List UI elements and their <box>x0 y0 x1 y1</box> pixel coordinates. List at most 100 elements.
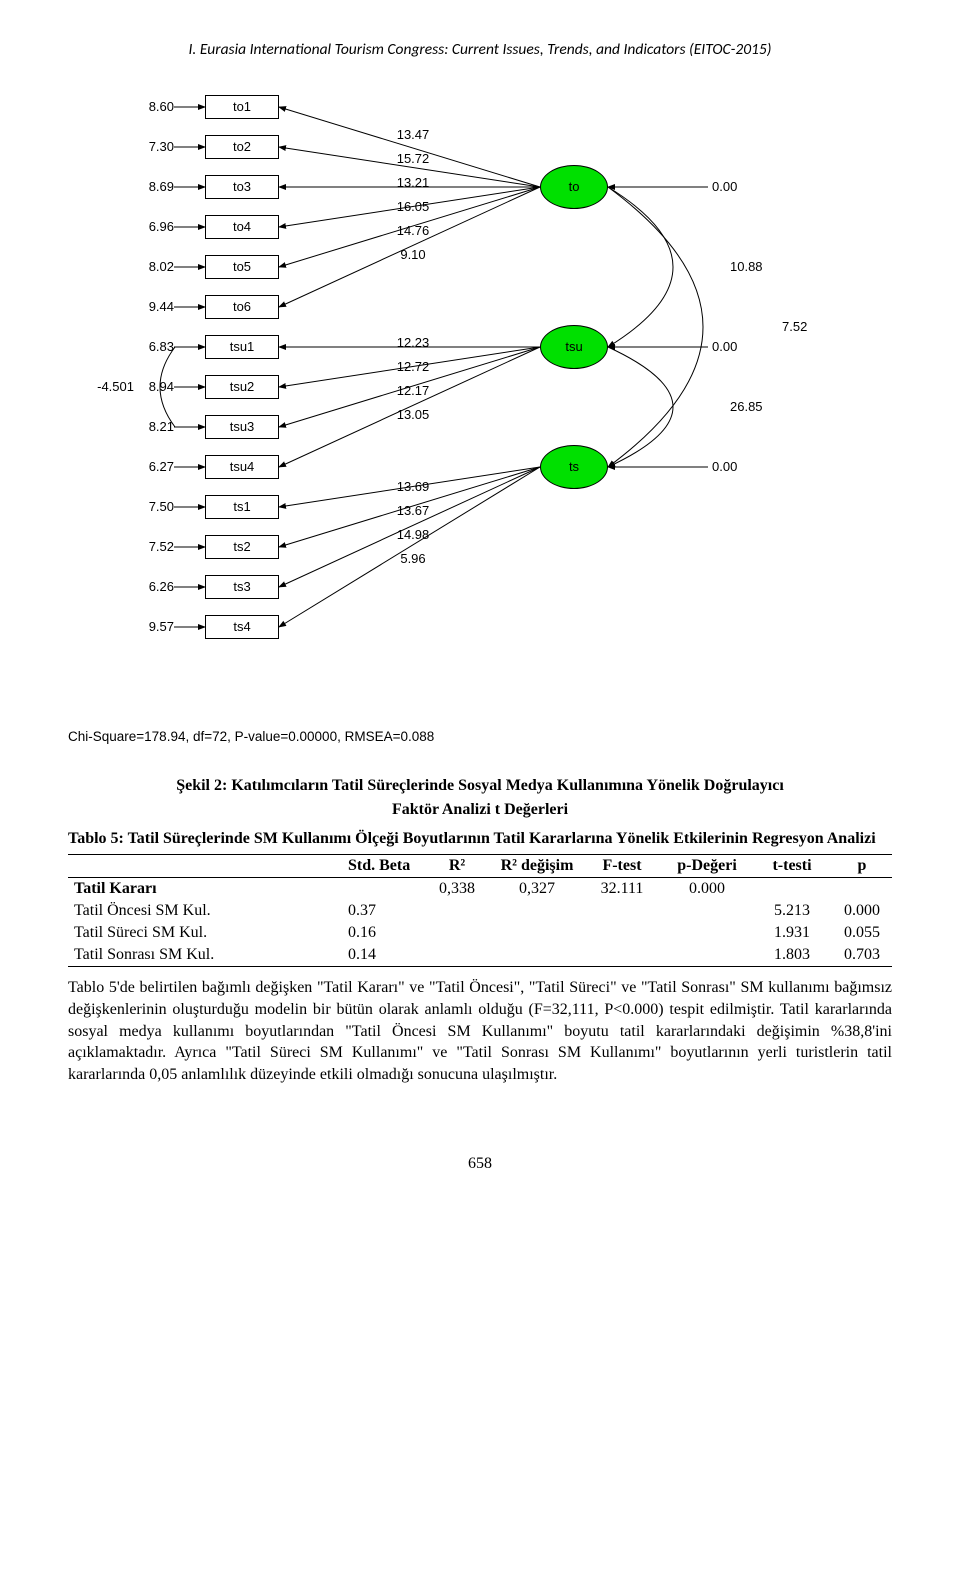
err-tsu4: 6.27 <box>118 459 174 474</box>
row-beta: 0.14 <box>342 944 422 967</box>
diagram-svg <box>70 89 890 719</box>
table-row: Tatil Kararı 0,3380,32732.1110.000 <box>68 878 892 901</box>
latent-tsu: tsu <box>540 325 608 369</box>
load-to2: 15.72 <box>388 151 438 166</box>
table-title-text: Tablo 5: Tatil Süreçlerinde SM Kullanımı… <box>68 830 876 847</box>
table-row: Tatil Süreci SM Kul.0.16 1.9310.055 <box>68 922 892 944</box>
conference-header: I. Eurasia International Tourism Congres… <box>68 40 892 59</box>
row-pval: 0.000 <box>662 878 752 901</box>
latent-err-tsu: 0.00 <box>712 339 737 354</box>
row-p: 0.055 <box>832 922 892 944</box>
row-name: Tatil Kararı <box>68 878 342 901</box>
caption-line2: Faktör Analizi t Değerleri <box>392 801 568 818</box>
err-ts3: 6.26 <box>118 579 174 594</box>
err-ts1: 7.50 <box>118 499 174 514</box>
row-f: 32.111 <box>582 878 662 901</box>
indicator-ts1: ts1 <box>205 495 279 519</box>
row-t: 5.213 <box>752 900 832 922</box>
row-r2 <box>422 900 492 922</box>
indicator-tsu3: tsu3 <box>205 415 279 439</box>
col-blank <box>68 855 342 878</box>
col-beta: Std. Beta <box>342 855 422 878</box>
load-tsu4: 13.05 <box>388 407 438 422</box>
indicator-ts2: ts2 <box>205 535 279 559</box>
load-to4: 16.05 <box>388 199 438 214</box>
load-to6: 9.10 <box>388 247 438 262</box>
table-header-row: Std. Beta R² R² değişim F-test p-Değeri … <box>68 855 892 878</box>
indicator-tsu4: tsu4 <box>205 455 279 479</box>
indicator-to4: to4 <box>205 215 279 239</box>
load-ts2: 13.67 <box>388 503 438 518</box>
regression-table: Std. Beta R² R² değişim F-test p-Değeri … <box>68 854 892 967</box>
row-r2d <box>492 900 582 922</box>
err-to6: 9.44 <box>118 299 174 314</box>
col-f: F-test <box>582 855 662 878</box>
load-to5: 14.76 <box>388 223 438 238</box>
page-number: 658 <box>68 1155 892 1173</box>
row-name: Tatil Sonrası SM Kul. <box>68 944 342 967</box>
err-to5: 8.02 <box>118 259 174 274</box>
err-to2: 7.30 <box>118 139 174 154</box>
row-p: 0.703 <box>832 944 892 967</box>
load-ts1: 13.69 <box>388 479 438 494</box>
indicator-ts3: ts3 <box>205 575 279 599</box>
figure-caption: Şekil 2: Katılımcıların Tatil Süreçlerin… <box>68 774 892 822</box>
indicator-tsu1: tsu1 <box>205 335 279 359</box>
row-p <box>832 878 892 901</box>
table-title: Tablo 5: Tatil Süreçlerinde SM Kullanımı… <box>68 828 892 850</box>
latent-err-ts: 0.00 <box>712 459 737 474</box>
err-ts2: 7.52 <box>118 539 174 554</box>
row-beta: 0.16 <box>342 922 422 944</box>
col-r2d: R² değişim <box>492 855 582 878</box>
indicator-to2: to2 <box>205 135 279 159</box>
cov-to-ts: 7.52 <box>782 319 807 334</box>
indicator-to3: to3 <box>205 175 279 199</box>
indicator-to6: to6 <box>205 295 279 319</box>
row-t: 1.803 <box>752 944 832 967</box>
row-f <box>582 922 662 944</box>
fit-statistics: Chi-Square=178.94, df=72, P-value=0.0000… <box>68 729 892 744</box>
row-p: 0.000 <box>832 900 892 922</box>
row-name: Tatil Süreci SM Kul. <box>68 922 342 944</box>
row-f <box>582 900 662 922</box>
load-tsu2: 12.72 <box>388 359 438 374</box>
row-pval <box>662 922 752 944</box>
cov-to-tsu: 10.88 <box>730 259 763 274</box>
row-name: Tatil Öncesi SM Kul. <box>68 900 342 922</box>
table-row: Tatil Sonrası SM Kul.0.14 1.8030.703 <box>68 944 892 967</box>
col-r2: R² <box>422 855 492 878</box>
err-ts4: 9.57 <box>118 619 174 634</box>
caption-line1: Şekil 2: Katılımcıların Tatil Süreçlerin… <box>176 777 784 794</box>
load-tsu3: 12.17 <box>388 383 438 398</box>
row-r2d <box>492 944 582 967</box>
row-pval <box>662 944 752 967</box>
row-t: 1.931 <box>752 922 832 944</box>
err-to3: 8.69 <box>118 179 174 194</box>
err-tsu3: 8.21 <box>118 419 174 434</box>
sem-diagram: to0.00tsu0.00ts0.00to18.60to27.30to38.69… <box>70 89 890 719</box>
indicator-to1: to1 <box>205 95 279 119</box>
indicator-to5: to5 <box>205 255 279 279</box>
table-body: Tatil Kararı0,3380,32732.1110.000Tatil Ö… <box>68 878 892 967</box>
discussion-paragraph: Tablo 5'de belirtilen bağımlı değişken "… <box>68 977 892 1085</box>
table-row: Tatil Öncesi SM Kul.0.37 5.2130.000 <box>68 900 892 922</box>
indicator-tsu2: tsu2 <box>205 375 279 399</box>
err-tsu1: 6.83 <box>118 339 174 354</box>
col-p: p <box>832 855 892 878</box>
latent-err-to: 0.00 <box>712 179 737 194</box>
row-beta: 0.37 <box>342 900 422 922</box>
row-t <box>752 878 832 901</box>
extra-left-cov: -4.501 <box>78 379 134 394</box>
load-ts4: 5.96 <box>388 551 438 566</box>
err-to1: 8.60 <box>118 99 174 114</box>
cov-tsu-ts: 26.85 <box>730 399 763 414</box>
row-r2 <box>422 922 492 944</box>
row-r2d: 0,327 <box>492 878 582 901</box>
err-to4: 6.96 <box>118 219 174 234</box>
row-r2 <box>422 944 492 967</box>
col-t: t-testi <box>752 855 832 878</box>
indicator-ts4: ts4 <box>205 615 279 639</box>
row-pval <box>662 900 752 922</box>
row-r2: 0,338 <box>422 878 492 901</box>
row-beta <box>342 878 422 901</box>
